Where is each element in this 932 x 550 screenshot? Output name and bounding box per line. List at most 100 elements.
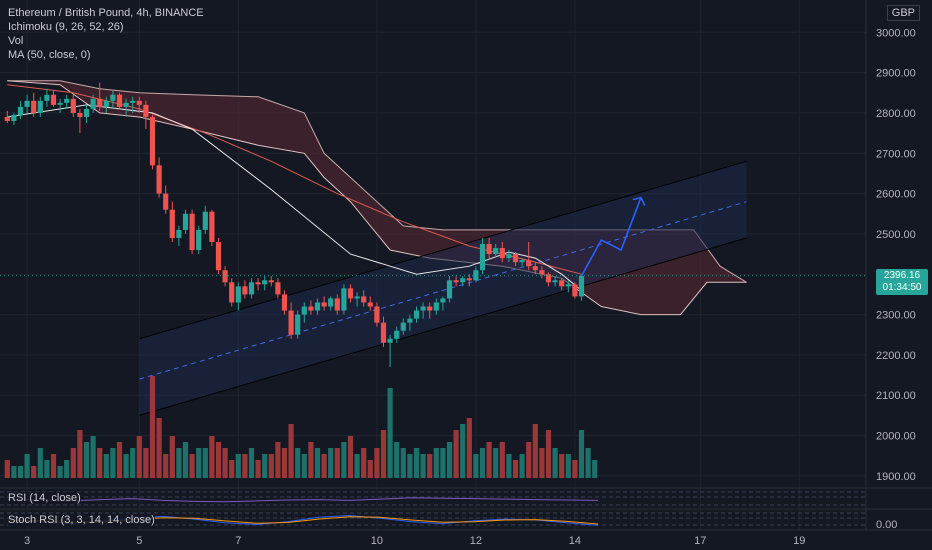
candle-body [473, 270, 479, 281]
volume-bar [149, 376, 156, 478]
candle-body [308, 306, 314, 311]
volume-bar [64, 460, 70, 478]
candle-body [347, 288, 354, 299]
ichimoku-indicator-label[interactable]: Ichimoku (9, 26, 52, 26) [8, 21, 124, 33]
candle-body [123, 102, 129, 107]
candle-body [11, 114, 17, 121]
candle-body [130, 100, 136, 103]
candle-body [44, 94, 50, 101]
candle-body [209, 211, 215, 242]
candle-body [176, 229, 182, 238]
volume-bar [413, 448, 420, 478]
candle-body [83, 108, 90, 117]
y-tick-label: 3000.00 [876, 27, 916, 39]
candle-body [163, 193, 169, 210]
candle-body [374, 306, 380, 323]
volume-bar [532, 424, 538, 478]
candle-body [37, 100, 43, 113]
channel-lower-line [139, 237, 747, 416]
candle-body [565, 284, 571, 287]
volume-bar [123, 454, 129, 478]
candle-body [466, 278, 472, 281]
volume-bar [268, 454, 274, 478]
volume-bar [189, 454, 195, 478]
candle-body [50, 94, 57, 105]
volume-bar [374, 448, 380, 478]
volume-bar [387, 388, 393, 478]
volume-bar [354, 454, 360, 478]
volume-bar [407, 454, 413, 478]
volume-bar [90, 436, 96, 478]
candle-body [149, 116, 156, 166]
rsi-indicator-label[interactable]: RSI (14, close) [8, 492, 81, 504]
volume-bar [328, 448, 334, 478]
volume-bar [275, 442, 281, 478]
candle-body [64, 98, 70, 103]
candle-body [545, 274, 552, 283]
currency-selector[interactable]: GBP [886, 5, 920, 21]
candle-body [17, 106, 24, 115]
candle-body [433, 302, 439, 311]
candle-body [70, 98, 76, 113]
volume-bar [466, 418, 472, 478]
projection-arrowhead [632, 196, 646, 206]
volume-bar [361, 448, 367, 478]
candle-body [407, 318, 413, 323]
candle-body [116, 94, 123, 107]
volume-bar [321, 454, 327, 478]
volume-bar [215, 442, 222, 478]
candle-body [572, 284, 578, 297]
volume-bar [592, 460, 598, 478]
regression-channel-fill [139, 161, 747, 416]
volume-bar [499, 442, 505, 478]
y-tick-label: 2000.00 [876, 431, 916, 443]
candle-body [288, 310, 294, 335]
volume-bar [156, 418, 162, 478]
volume-indicator-label[interactable]: Vol [8, 35, 24, 47]
volume-bar [262, 454, 268, 478]
y-tick-label: 2600.00 [876, 189, 916, 201]
candle-body [24, 100, 30, 107]
ichimoku-conversion-line [7, 104, 582, 291]
candle-body [196, 229, 202, 251]
cloud-span-b [7, 80, 747, 316]
candle-body [493, 248, 499, 255]
volume-bar [559, 454, 565, 478]
candle-body [394, 330, 400, 339]
candle-body [4, 116, 10, 121]
y-tick-label: 2700.00 [876, 148, 916, 160]
candle-body [169, 209, 175, 238]
volume-bar [367, 460, 373, 478]
volume-bar [486, 442, 492, 478]
candle-body [136, 100, 142, 105]
volume-bar [255, 460, 261, 478]
y-tick-label: 2800.00 [876, 108, 916, 120]
candle-body [387, 338, 393, 343]
volume-bar [380, 430, 387, 478]
volume-bar [493, 448, 499, 478]
volume-bar [50, 454, 57, 478]
volume-bar [334, 448, 340, 478]
chart-legend: Ethereum / British Pound, 4h, BINANCE Ic… [8, 6, 204, 62]
volume-bar [308, 442, 314, 478]
candle-body [354, 296, 360, 299]
ma-indicator-label[interactable]: MA (50, close, 0) [8, 49, 91, 61]
volume-bar [288, 424, 294, 478]
candle-body [519, 260, 525, 263]
candle-body [156, 165, 162, 194]
volume-bar [110, 448, 116, 478]
symbol-title[interactable]: Ethereum / British Pound, 4h, BINANCE [8, 7, 204, 19]
volume-bar [526, 442, 532, 478]
volume-bar [552, 448, 558, 478]
stoch-rsi-indicator-label[interactable]: Stoch RSI (3, 3, 14, 14, close) [8, 514, 155, 526]
volume-bar [565, 454, 571, 478]
y-tick-label: 2200.00 [876, 350, 916, 362]
candle-body [334, 298, 340, 311]
osc-tick-label: 0.00 [876, 519, 897, 531]
volume-bar [295, 448, 301, 478]
volume-bar [57, 466, 63, 478]
last-price-value: 2396.16 [883, 269, 921, 281]
candle-body [90, 98, 96, 109]
